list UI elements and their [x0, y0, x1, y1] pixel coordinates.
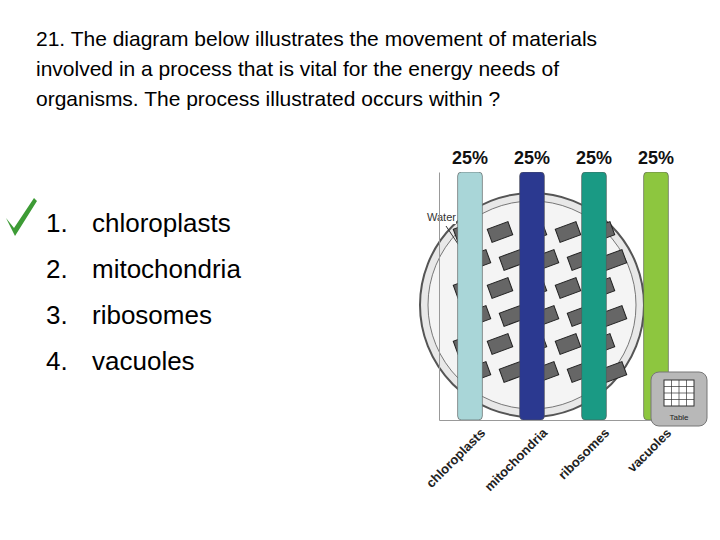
- x-tick-label: mitochondria: [481, 425, 550, 494]
- bars: [458, 172, 669, 420]
- granum: [555, 334, 580, 355]
- y-axis-line: [439, 173, 440, 421]
- check-mark: [6, 198, 37, 236]
- data-label: 25%: [638, 148, 674, 168]
- option-number: 3.: [46, 300, 68, 330]
- table-icon[interactable]: [664, 380, 694, 406]
- question-line: organisms. The process illustrated occur…: [36, 87, 500, 110]
- diagram-label: Water: [427, 211, 456, 223]
- option-number: 2.: [46, 254, 68, 284]
- y-axis: [439, 173, 440, 421]
- table-icon-line[interactable]: [686, 380, 687, 406]
- option-text: mitochondria: [92, 254, 241, 284]
- option-text: vacuoles: [92, 346, 195, 376]
- x-tick: chloroplasts: [423, 420, 488, 491]
- granum: [487, 222, 512, 243]
- bar: [520, 172, 545, 420]
- x-tick: mitochondria: [481, 420, 550, 494]
- data-label: 25%: [514, 148, 550, 168]
- question-line: 21. The diagram below illustrates the mo…: [36, 27, 597, 50]
- data-label: 25%: [452, 148, 488, 168]
- option-number: 4.: [46, 346, 68, 376]
- granum: [487, 334, 512, 355]
- label-background: [426, 210, 456, 224]
- x-tick-label: vacuoles: [624, 425, 674, 475]
- table-button[interactable]: Table: [651, 372, 707, 426]
- slide: 21. The diagram below illustrates the mo…: [0, 0, 720, 540]
- button-label[interactable]: Table: [669, 413, 689, 422]
- option-text: ribosomes: [92, 300, 212, 330]
- granum: [487, 278, 512, 299]
- x-axis: chloroplastsmitochondriaribosomesvacuole…: [423, 420, 687, 494]
- x-tick: vacuoles: [624, 420, 674, 475]
- table-icon-line[interactable]: [664, 399, 694, 400]
- granum: [555, 222, 580, 243]
- x-tick-label: chloroplasts: [423, 425, 488, 490]
- bar: [582, 172, 607, 420]
- granum: [555, 278, 580, 299]
- option-number: 1.: [46, 208, 68, 238]
- table-icon-line[interactable]: [664, 393, 694, 394]
- x-axis-line: [440, 420, 688, 421]
- x-tick: ribosomes: [555, 420, 612, 482]
- bar: [458, 172, 483, 420]
- question-line: involved in a process that is vital for …: [36, 57, 559, 80]
- data-label: 25%: [576, 148, 612, 168]
- x-tick-label: ribosomes: [555, 425, 612, 482]
- button-background[interactable]: [651, 372, 707, 426]
- option-text: chloroplasts: [92, 208, 231, 238]
